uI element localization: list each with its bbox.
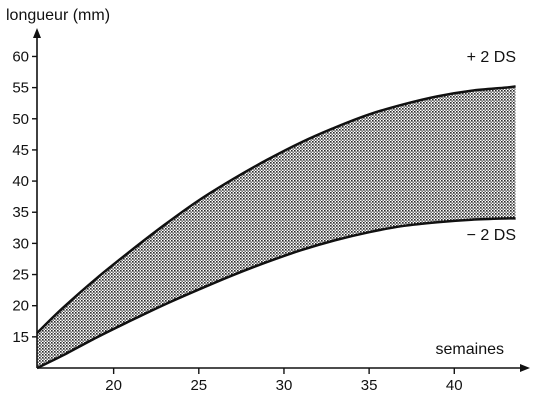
y-tick-label: 50 (12, 111, 29, 128)
y-tick-label: 45 (12, 142, 29, 159)
x-tick-label: 25 (190, 377, 207, 394)
y-tick-label: 15 (12, 329, 29, 346)
band-area (37, 86, 516, 369)
x-axis-arrow (520, 364, 530, 372)
lower-bound-line (36, 217, 516, 370)
y-tick-label: 25 (12, 267, 29, 284)
upper-series-label: + 2 DS (467, 49, 516, 66)
x-ticks: 20 25 30 35 40 (105, 368, 463, 394)
y-tick-label: 30 (12, 235, 29, 252)
upper-bound-line (36, 85, 516, 335)
x-tick-label: 35 (361, 377, 378, 394)
y-tick-label: 20 (12, 298, 29, 315)
x-tick-label: 20 (105, 377, 122, 394)
y-ticks: 15 20 25 30 35 40 45 50 55 60 (12, 48, 37, 346)
x-axis-title: semaines (436, 341, 504, 358)
x-tick-label: 40 (446, 377, 463, 394)
y-tick-label: 40 (12, 173, 29, 190)
x-tick-label: 30 (276, 377, 293, 394)
lower-series-label: − 2 DS (467, 227, 516, 244)
y-axis-arrow (33, 28, 41, 38)
y-tick-label: 55 (12, 80, 29, 97)
y-tick-label: 60 (12, 48, 29, 65)
y-tick-label: 35 (12, 204, 29, 221)
y-axis-title: longueur (mm) (6, 7, 110, 24)
